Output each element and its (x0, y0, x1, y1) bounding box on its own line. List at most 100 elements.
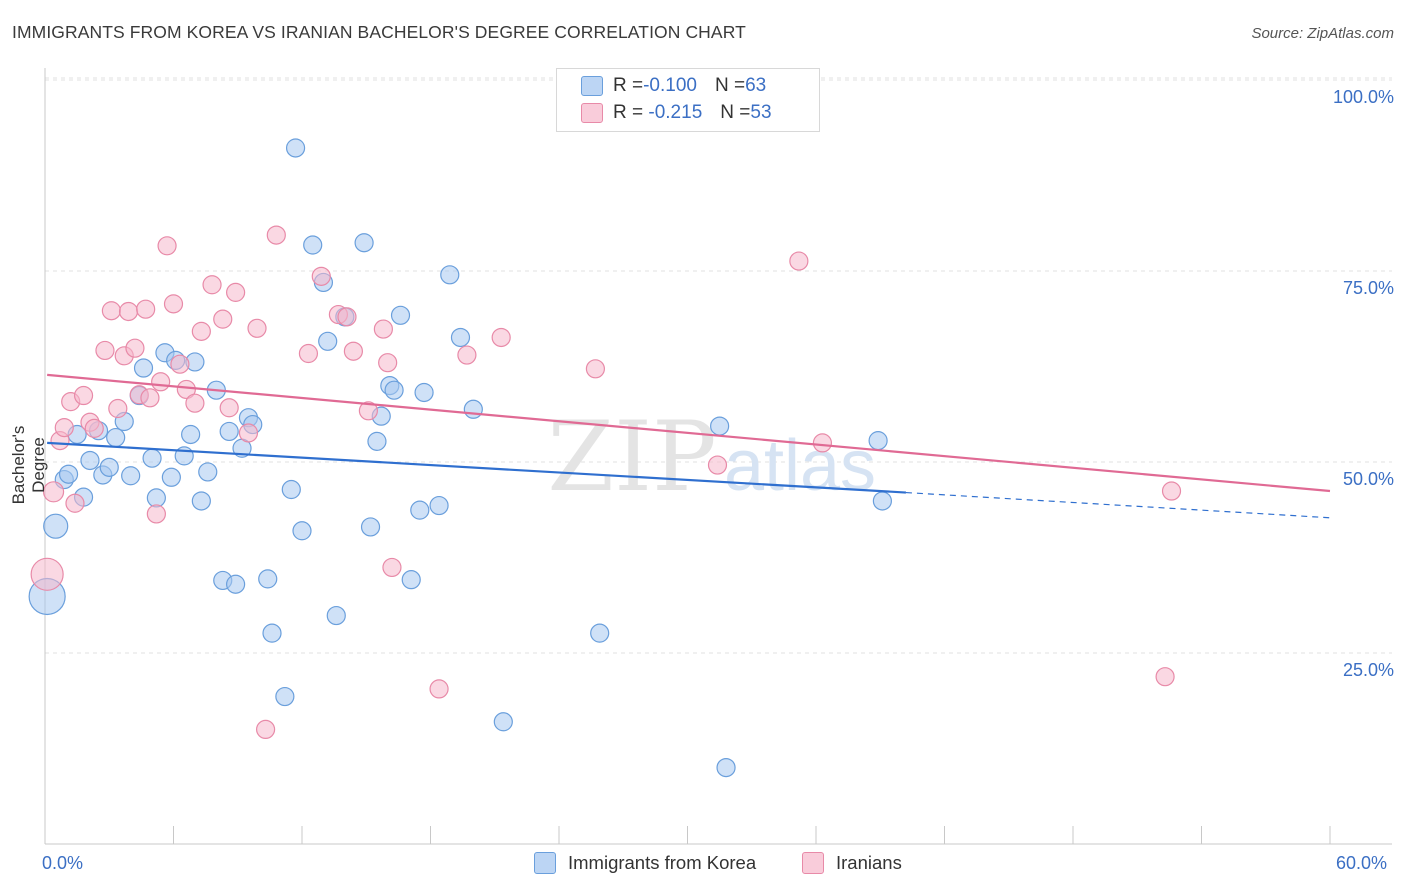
iranians-point (373, 319, 393, 339)
legend-row-iranians: R = -0.215 N = 53 (581, 101, 772, 125)
korea-point (463, 399, 483, 419)
iranians-point (358, 401, 378, 421)
iranians-point (202, 275, 222, 295)
iranians-point (30, 557, 64, 591)
y-tick-label: 25.0% (1342, 660, 1394, 680)
iranians-point (108, 398, 128, 419)
watermark-zip: ZIP (547, 401, 716, 513)
korea-trend-line (47, 441, 907, 494)
legend-item-label: Immigrants from Korea (568, 852, 757, 873)
iranians-point (585, 359, 606, 379)
korea-point (106, 427, 126, 448)
iranians-point (1161, 481, 1182, 501)
x-tick-label-min: 0.0% (42, 853, 84, 873)
iranians-point (136, 299, 156, 319)
iranians-point (170, 354, 190, 374)
legend-item-iranians: Iranians (802, 852, 902, 874)
iranians-point (343, 341, 363, 361)
legend-row-korea: R = -0.100 N = 63 (581, 74, 766, 98)
series-legend: Immigrants from Korea Iranians (0, 852, 1406, 878)
legend-n-value: 53 (750, 102, 772, 123)
iranians-point (337, 307, 357, 327)
korea-point (868, 431, 888, 451)
korea-trend-extension (905, 491, 1331, 519)
korea-point (258, 569, 278, 589)
korea-point (161, 467, 181, 487)
iranians-point (491, 327, 511, 348)
korea-point (219, 421, 239, 442)
iranians-point (226, 282, 246, 302)
correlation-legend: R = -0.100 N = 63 R = -0.215 N = 53 (556, 68, 820, 132)
korea-point (493, 712, 513, 732)
y-tick-label: 50.0% (1342, 469, 1394, 489)
korea-point (142, 448, 162, 468)
iranians-point (213, 309, 233, 329)
korea-point (292, 521, 312, 541)
iranians-point (65, 493, 85, 513)
korea-swatch (581, 76, 603, 96)
iranians-point (95, 340, 115, 361)
korea-point (318, 331, 338, 351)
iranians-point (101, 301, 121, 321)
iranians-point (163, 294, 184, 314)
y-axis-title: Bachelor's Degree (9, 425, 48, 505)
korea-point (146, 488, 166, 508)
korea-point (440, 265, 460, 285)
iranians-point (457, 345, 477, 365)
korea-swatch (534, 852, 556, 874)
iranians-point (311, 266, 331, 286)
iranians-point (118, 301, 139, 322)
korea-point (43, 513, 69, 539)
korea-point (80, 450, 100, 471)
korea-point (303, 235, 323, 255)
iranians-point (185, 393, 205, 413)
iranians-point (255, 719, 276, 740)
iranians-swatch (802, 852, 824, 874)
korea-point (716, 757, 736, 778)
iranians-point (140, 388, 160, 408)
korea-point (58, 464, 79, 484)
legend-r-label: R = (613, 102, 644, 123)
iranians-point (146, 504, 166, 524)
korea-point (360, 517, 381, 537)
legend-r-value: -0.215 (643, 102, 703, 123)
korea-point (262, 623, 282, 643)
iranians-point (382, 557, 402, 578)
korea-point (191, 491, 211, 511)
chart-title: IMMIGRANTS FROM KOREA VS IRANIAN BACHELO… (12, 22, 746, 42)
iranians-point (125, 338, 145, 358)
korea-point (710, 416, 730, 436)
x-tick-label-max: 60.0% (1336, 853, 1388, 873)
korea-point (133, 358, 154, 378)
iranians-point (266, 225, 286, 245)
iranians-point (1155, 667, 1175, 687)
korea-point (275, 686, 295, 707)
legend-item-label: Iranians (836, 852, 902, 873)
korea-point (285, 138, 306, 158)
korea-point (354, 233, 374, 253)
iranians-point (707, 455, 728, 475)
korea-point (326, 605, 346, 626)
legend-r-label: R = (613, 75, 644, 96)
iranians-point (219, 398, 239, 418)
iranians-point (54, 418, 74, 438)
korea-point (121, 466, 141, 486)
iranians-point (191, 321, 211, 341)
iranians-point (42, 481, 65, 503)
iranians-swatch (581, 103, 603, 123)
iranians-point (429, 679, 449, 699)
legend-n-label: N = (720, 102, 751, 123)
legend-item-korea: Immigrants from Korea (534, 852, 756, 874)
korea-point (429, 495, 449, 516)
iranians-point (157, 236, 177, 256)
korea-point (198, 462, 218, 482)
korea-point (181, 424, 201, 445)
iranians-point (298, 343, 319, 364)
source-label: Source: ZipAtlas.com (1251, 25, 1394, 42)
iranians-point (812, 433, 833, 453)
legend-n-label: N = (714, 75, 746, 96)
iranians-point (378, 353, 398, 373)
korea-point (99, 457, 119, 477)
korea-point (226, 574, 246, 594)
